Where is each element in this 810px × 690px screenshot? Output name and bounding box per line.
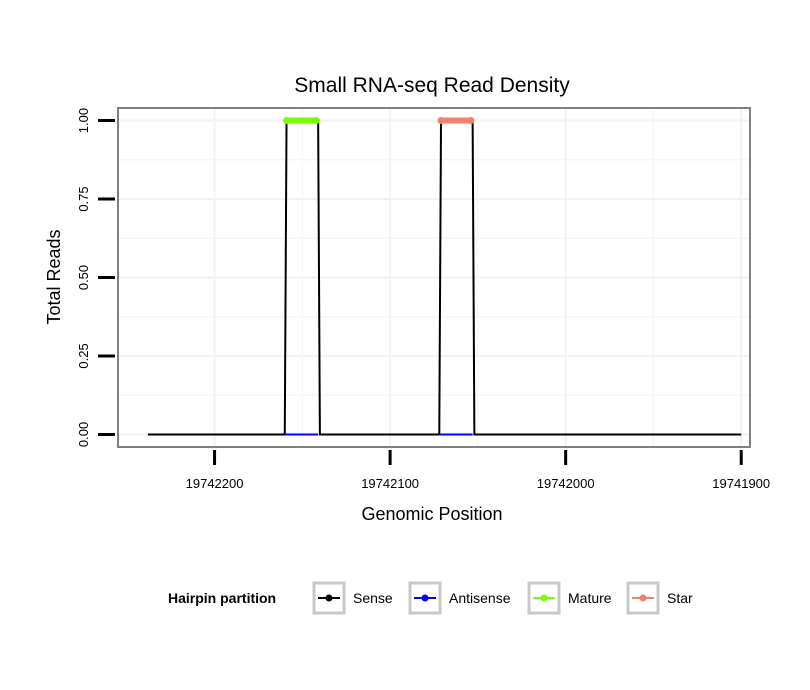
legend-key-point — [540, 594, 548, 602]
x-tick-label: 19742100 — [361, 476, 419, 491]
legend-label: Antisense — [449, 590, 511, 606]
x-tick-label: 19741900 — [712, 476, 770, 491]
legend: Hairpin partition Sense Antisense Mature St… — [168, 581, 693, 615]
grid-layer — [118, 108, 750, 447]
series-layer — [147, 117, 742, 436]
series-sense-line — [147, 119, 742, 436]
plot-border — [117, 107, 751, 448]
legend-key-point — [325, 594, 333, 602]
legend-key-point — [639, 594, 647, 602]
y-axis-title: Total Reads — [44, 229, 64, 324]
x-tick-label: 19742200 — [186, 476, 244, 491]
legend-label: Sense — [353, 590, 393, 606]
legend-title: Hairpin partition — [168, 590, 276, 606]
series-star-point — [467, 117, 475, 125]
x-tick-label: 19742000 — [537, 476, 595, 491]
legend-key-point — [421, 594, 429, 602]
y-tick-label: 0.75 — [76, 186, 91, 211]
series-star-point — [437, 117, 445, 125]
legend-keys: Sense Antisense Mature Star — [312, 581, 693, 615]
y-axis: 0.00 0.25 0.50 0.75 1.00 — [76, 108, 115, 447]
y-tick-label: 0.00 — [76, 422, 91, 447]
x-axis: 19742200 19742100 19742000 19741900 — [186, 450, 770, 491]
y-tick-label: 0.25 — [76, 343, 91, 368]
y-tick-label: 1.00 — [76, 108, 91, 133]
y-tick-label: 0.50 — [76, 265, 91, 290]
legend-label: Star — [667, 590, 693, 606]
chart-title: Small RNA-seq Read Density — [294, 74, 570, 97]
series-mature-point — [283, 117, 291, 125]
x-axis-title: Genomic Position — [361, 504, 502, 524]
series-mature-point — [312, 117, 320, 125]
legend-label: Mature — [568, 590, 612, 606]
